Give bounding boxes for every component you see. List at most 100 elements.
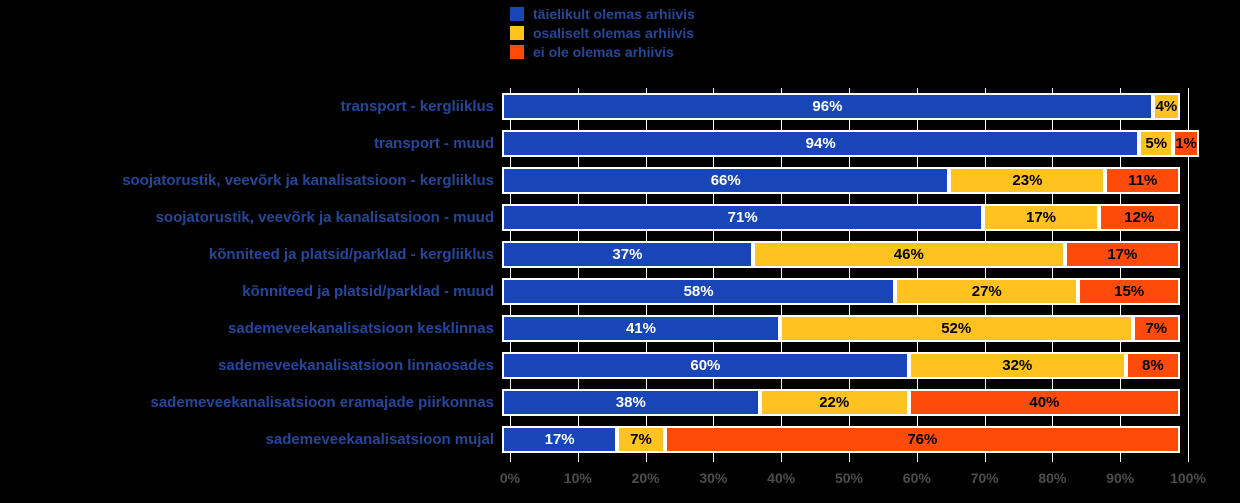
gridline bbox=[1188, 88, 1189, 462]
bar-segment: 38% bbox=[502, 389, 760, 416]
bar-value-label: 32% bbox=[1002, 357, 1033, 374]
gridline bbox=[916, 88, 918, 462]
bar-value-label: 12% bbox=[1124, 209, 1155, 226]
legend-label: täielikult olemas arhiivis bbox=[533, 5, 695, 22]
x-axis: 0% 10% 20% 30% 40% 50% 60% 70% 80% 90% 100% bbox=[500, 468, 1206, 490]
chart-row: transport - muud 94% 5% 1% bbox=[0, 125, 1240, 162]
bar-segment: 58% bbox=[502, 278, 896, 305]
bar-segment: 41% bbox=[502, 315, 780, 342]
chart-rows: transport - kergliiklus 96% 4% transport - … bbox=[0, 88, 1240, 458]
category-label: sademeveekanalisatsioon linnaosades bbox=[218, 357, 494, 374]
category-label: sademeveekanalisatsioon mujal bbox=[265, 431, 494, 448]
x-axis-tick-label: 90% bbox=[1106, 470, 1135, 486]
bar-value-label: 96% bbox=[812, 98, 843, 115]
legend-label: ei ole olemas arhiivis bbox=[533, 43, 674, 60]
category-label: soojatorustik, veevõrk ja kanalisatsioon… bbox=[122, 172, 494, 189]
gridline bbox=[781, 88, 783, 462]
bar-segment: 17% bbox=[502, 426, 618, 453]
bar-segment: 17% bbox=[983, 204, 1099, 231]
chart-row: sademeveekanalisatsioon kesklinnas 41% 52%… bbox=[0, 310, 1240, 347]
bar-segment: 5% bbox=[1139, 130, 1174, 157]
bar-value-label: 5% bbox=[1145, 135, 1168, 152]
gridline bbox=[713, 88, 715, 462]
x-axis-tick-label: 50% bbox=[834, 470, 864, 486]
x-axis-tick-label: 60% bbox=[902, 470, 931, 486]
bar-segment: 17% bbox=[1064, 241, 1180, 268]
bar-segment: 96% bbox=[502, 93, 1153, 120]
category-label: transport - kergliiklus bbox=[340, 98, 494, 115]
bar-segment: 15% bbox=[1078, 278, 1180, 305]
bar-value-label: 23% bbox=[1012, 172, 1043, 189]
bar-segment: 52% bbox=[779, 315, 1133, 342]
bar-segment: 76% bbox=[664, 426, 1180, 453]
bar-track: 38% 22% 40% bbox=[502, 389, 1180, 416]
gridline bbox=[849, 88, 850, 462]
bar-segment: 12% bbox=[1098, 204, 1180, 231]
bar-segment: 7% bbox=[1132, 315, 1180, 342]
bar-track: 96% 4% bbox=[502, 93, 1180, 120]
bar-segment: 46% bbox=[752, 241, 1065, 268]
bar-value-label: 17% bbox=[1107, 246, 1138, 263]
chart-row: soojatorustik, veevõrk ja kanalisatsioon… bbox=[0, 162, 1240, 199]
bar-segment: 4% bbox=[1152, 93, 1180, 120]
bar-value-label: 17% bbox=[1025, 209, 1057, 226]
chart-row: kõnniteed ja platsid/parklad - kergliikl… bbox=[0, 236, 1240, 273]
bar-track: 37% 46% 17% bbox=[502, 241, 1180, 268]
bar-value-label: 52% bbox=[941, 320, 972, 337]
chart-row: soojatorustik, veevõrk ja kanalisatsioon… bbox=[0, 199, 1240, 236]
bar-value-label: 37% bbox=[612, 246, 643, 263]
category-label: sademeveekanalisatsioon kesklinnas bbox=[228, 320, 494, 337]
bar-segment: 7% bbox=[617, 426, 665, 453]
legend-swatch-icon bbox=[510, 25, 524, 40]
x-axis-tick-label: 70% bbox=[970, 470, 999, 486]
bar-value-label: 40% bbox=[1029, 394, 1060, 411]
bar-value-label: 66% bbox=[710, 172, 741, 189]
bar-track: 41% 52% 7% bbox=[502, 315, 1180, 342]
bar-value-label: 1% bbox=[1175, 135, 1197, 152]
chart-legend: täielikult olemas arhiivis osaliselt olem… bbox=[510, 4, 695, 61]
bar-segment: 32% bbox=[908, 352, 1126, 379]
category-label: kõnniteed ja platsid/parklad - kergliikl… bbox=[208, 246, 494, 263]
x-axis-tick-label: 10% bbox=[563, 470, 592, 486]
bar-segment: 8% bbox=[1125, 352, 1180, 379]
legend-label: osaliselt olemas arhiivis bbox=[533, 24, 695, 41]
category-label: soojatorustik, veevõrk ja kanalisatsioon… bbox=[155, 209, 494, 226]
legend-swatch-icon bbox=[510, 6, 524, 21]
bar-track: 60% 32% 8% bbox=[502, 352, 1180, 379]
bar-value-label: 15% bbox=[1114, 283, 1145, 300]
chart-row: sademeveekanalisatsioon mujal 17% 7% 76% bbox=[0, 421, 1240, 458]
legend-item: osaliselt olemas arhiivis bbox=[510, 23, 695, 42]
bar-value-label: 76% bbox=[907, 431, 938, 448]
chart-row: sademeveekanalisatsioon eramajade piirko… bbox=[0, 384, 1240, 421]
bar-segment: 27% bbox=[895, 278, 1079, 305]
bar-track: 94% 5% 1% bbox=[502, 130, 1199, 157]
gridlines bbox=[510, 88, 1189, 462]
bar-value-label: 22% bbox=[819, 394, 850, 411]
bar-track: 58% 27% 15% bbox=[502, 278, 1180, 305]
bar-track: 17% 7% 76% bbox=[502, 426, 1180, 453]
x-axis-tick-label: 0% bbox=[499, 470, 521, 486]
bar-segment: 40% bbox=[908, 389, 1180, 416]
bar-segment: 22% bbox=[759, 389, 909, 416]
category-label: sademeveekanalisatsioon eramajade piirko… bbox=[150, 394, 495, 411]
bar-value-label: 11% bbox=[1128, 172, 1158, 189]
chart-row: kõnniteed ja platsid/parklad - muud 58% 27… bbox=[0, 273, 1240, 310]
bar-value-label: 60% bbox=[690, 357, 721, 374]
legend-item: täielikult olemas arhiivis bbox=[510, 4, 695, 23]
bar-value-label: 8% bbox=[1142, 357, 1164, 374]
chart-row: transport - kergliiklus 96% 4% bbox=[0, 88, 1240, 125]
bar-segment: 37% bbox=[502, 241, 753, 268]
bar-value-label: 46% bbox=[893, 246, 924, 263]
bar-value-label: 58% bbox=[683, 283, 714, 300]
bar-track: 66% 23% 11% bbox=[502, 167, 1180, 194]
bar-value-label: 7% bbox=[630, 431, 652, 448]
gridline bbox=[1052, 88, 1054, 462]
bar-value-label: 4% bbox=[1155, 98, 1178, 115]
bar-segment: 23% bbox=[949, 167, 1106, 194]
legend-item: ei ole olemas arhiivis bbox=[510, 42, 695, 61]
bar-segment: 1% bbox=[1173, 130, 1199, 157]
gridline bbox=[984, 88, 986, 462]
category-label: kõnniteed ja platsid/parklad - muud bbox=[242, 283, 494, 300]
bar-value-label: 27% bbox=[971, 283, 1002, 300]
